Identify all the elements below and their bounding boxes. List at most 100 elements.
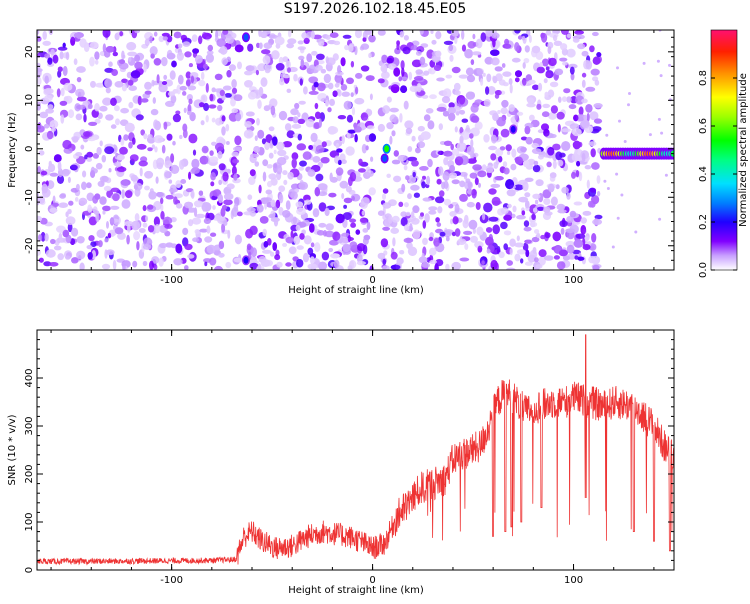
speckle-mark (341, 193, 345, 199)
speckle-mark (72, 136, 79, 143)
speckle-mark (660, 131, 664, 135)
speckle-mark (419, 30, 424, 35)
speckle-mark (284, 123, 292, 132)
speckle-mark (451, 66, 461, 74)
speckle-mark (160, 210, 165, 220)
speckle-mark (270, 217, 280, 223)
speckle-mark (580, 217, 587, 224)
speckle-mark (456, 142, 467, 152)
speckle-mark (156, 74, 160, 84)
speckle-mark (472, 33, 476, 40)
speckle-mark (140, 98, 149, 103)
speckle-mark (393, 175, 402, 183)
speckle-mark (545, 66, 550, 71)
speckle-mark (549, 81, 559, 88)
speckle-mark (47, 104, 54, 110)
speckle-mark (591, 233, 597, 243)
speckle-mark (166, 133, 173, 141)
speckle-mark (45, 108, 54, 114)
speckle-mark (500, 221, 508, 230)
speckle-mark (48, 262, 59, 267)
speckle-mark (423, 70, 430, 76)
speckle-mark (200, 71, 205, 80)
speckle-mark (381, 71, 390, 79)
speckle-mark (313, 122, 321, 129)
speckle-mark (351, 196, 355, 201)
speckle-mark (128, 141, 133, 149)
speckle-mark (516, 249, 526, 255)
speckle-mark (561, 96, 567, 102)
speckle-mark (73, 58, 78, 65)
speckle-mark (47, 57, 53, 65)
speckle-mark (84, 154, 88, 160)
speckle-mark (261, 49, 271, 55)
speckle-mark (210, 181, 215, 187)
speckle-mark (605, 133, 609, 137)
speckle-mark (415, 50, 422, 56)
speckle-mark (429, 259, 437, 265)
speckle-mark (291, 158, 297, 169)
speckle-mark (428, 210, 437, 215)
speckle-mark (530, 221, 538, 228)
speckle-mark (552, 143, 561, 151)
speckle-mark (144, 90, 152, 95)
speckle-mark (112, 259, 117, 270)
speckle-mark (37, 215, 43, 222)
speckle-mark (576, 114, 586, 122)
speckle-mark (492, 76, 498, 84)
speckle-mark (315, 173, 324, 182)
speckle-mark (581, 50, 589, 57)
speckle-mark (129, 154, 139, 162)
speckle-mark (461, 118, 469, 123)
speckle-mark (439, 231, 446, 237)
speckle-mark (147, 204, 154, 210)
colorbar-frame (710, 29, 738, 271)
speckle-mark (291, 184, 297, 190)
speckle-mark (417, 141, 426, 149)
speckle-mark (59, 193, 66, 199)
speckle-mark (253, 146, 261, 153)
speckle-mark (292, 116, 299, 124)
speckle-mark (148, 225, 155, 233)
speckle-mark (587, 200, 594, 208)
speckle-mark (333, 40, 341, 46)
speckle-mark (545, 72, 551, 78)
feature-mark (243, 33, 249, 41)
speckle-mark (537, 82, 543, 92)
speckle-mark (412, 171, 416, 178)
speckle-mark (438, 166, 444, 176)
speckle-mark (377, 210, 385, 216)
speckle-mark (337, 115, 347, 120)
speckle-mark (309, 223, 315, 233)
speckle-mark (269, 98, 278, 108)
speckle-mark (415, 147, 421, 154)
speckle-mark (341, 232, 350, 237)
speckle-mark (535, 179, 544, 187)
speckle-mark (506, 260, 513, 266)
figure-title: S197.2026.102.18.45.E05 (283, 1, 467, 17)
speckle-mark (276, 141, 285, 151)
speckle-mark (230, 97, 236, 107)
speckle-mark (246, 207, 256, 212)
speckle-mark (561, 186, 569, 194)
speckle-mark (67, 222, 73, 233)
speckle-mark (294, 102, 300, 110)
speckle-mark (310, 30, 315, 39)
speckle-mark (64, 95, 73, 104)
speckle-mark (176, 203, 183, 209)
colorbar-tick-label: 0.6 (698, 118, 709, 134)
speckle-mark (295, 201, 304, 208)
speckle-mark (198, 35, 203, 45)
speckle-mark (469, 172, 478, 179)
speckle-mark (471, 188, 477, 199)
speckle-mark (151, 144, 155, 150)
speckle-mark (442, 110, 450, 117)
speckle-mark (403, 164, 408, 171)
speckle-mark (52, 54, 59, 64)
speckle-mark (490, 183, 501, 188)
speckle-mark (454, 36, 458, 44)
speckle-mark (287, 67, 291, 73)
speckle-mark (533, 160, 539, 166)
speckle-mark (361, 210, 365, 216)
speckle-mark (140, 129, 145, 136)
